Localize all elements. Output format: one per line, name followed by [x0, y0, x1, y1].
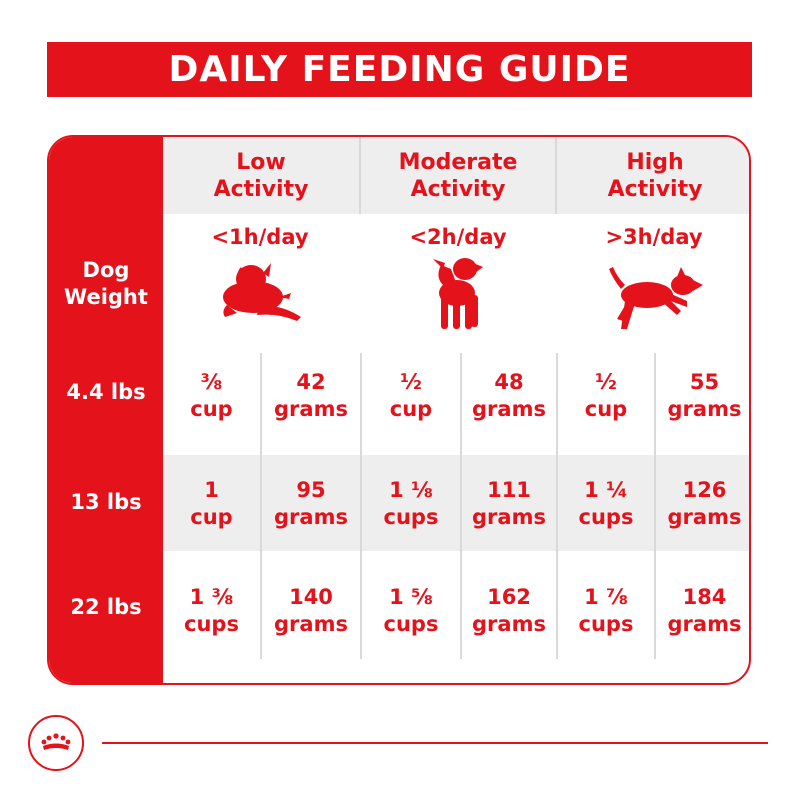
weight-label-row3: 22 lbs [70, 595, 142, 619]
column-divider [360, 353, 362, 659]
header-low-line2: Activity [213, 176, 309, 202]
table-cell: 140 grams [274, 585, 348, 636]
header-divider [555, 137, 557, 214]
weight-header: Dog Weight [49, 257, 163, 311]
weight-header-line2: Weight [64, 285, 148, 309]
table-cell: 48 grams [472, 370, 546, 421]
header-high-activity: High Activity [557, 137, 749, 214]
weight-label-row2: 13 lbs [70, 490, 142, 514]
table-cell: 1 ⅛ cups [383, 478, 439, 529]
header-divider [359, 137, 361, 214]
footer-divider [102, 742, 768, 744]
header-low-activity: Low Activity [163, 137, 359, 214]
table-cell: 1 cup [190, 478, 233, 529]
weight-column: Dog Weight 4.4 lbs 13 lbs 22 lbs [49, 137, 163, 683]
column-divider [460, 353, 462, 659]
royal-crown-logo-icon [28, 715, 84, 771]
header-high-line1: High [626, 149, 684, 175]
header-moderate-line2: Activity [410, 176, 506, 202]
duration-low: <1h/day [211, 225, 309, 249]
table-cell: 95 grams [274, 478, 348, 529]
column-divider [260, 353, 262, 659]
weight-header-line1: Dog [82, 258, 130, 282]
page-title: DAILY FEEDING GUIDE [168, 49, 631, 90]
header-moderate-activity: Moderate Activity [361, 137, 555, 214]
weight-label-row1: 4.4 lbs [66, 380, 146, 404]
table-cell: ½ cup [584, 370, 628, 421]
standing-dog-icon [433, 258, 483, 329]
column-divider [654, 353, 656, 659]
column-divider [556, 353, 558, 659]
table-cell: 1 ¼ cups [578, 478, 634, 529]
table-cell: 1 ⅝ cups [383, 585, 439, 636]
table-cell: ⅜ cup [190, 370, 233, 421]
header-moderate-line1: Moderate [398, 149, 518, 175]
table-cell: 184 grams [667, 585, 742, 636]
table-cell: 55 grams [667, 370, 742, 421]
table-cell: 126 grams [667, 478, 742, 529]
header-low-line1: Low [236, 149, 286, 175]
duration-moderate: <2h/day [409, 225, 507, 249]
table-cell: 1 ⅞ cups [578, 585, 634, 636]
table-cell: 162 grams [472, 585, 546, 636]
running-dog-icon [609, 267, 703, 329]
table-cell: 42 grams [274, 370, 348, 421]
title-banner: DAILY FEEDING GUIDE [47, 42, 752, 97]
feeding-table: Dog Weight 4.4 lbs 13 lbs 22 lbs Low Act… [47, 135, 751, 685]
lying-dog-icon [223, 263, 301, 321]
header-high-line2: Activity [607, 176, 703, 202]
table-cell: 111 grams [472, 478, 546, 529]
table-cell: 1 ⅜ cups [184, 585, 239, 636]
duration-high: >3h/day [605, 225, 703, 249]
table-cell: ½ cup [389, 370, 433, 421]
